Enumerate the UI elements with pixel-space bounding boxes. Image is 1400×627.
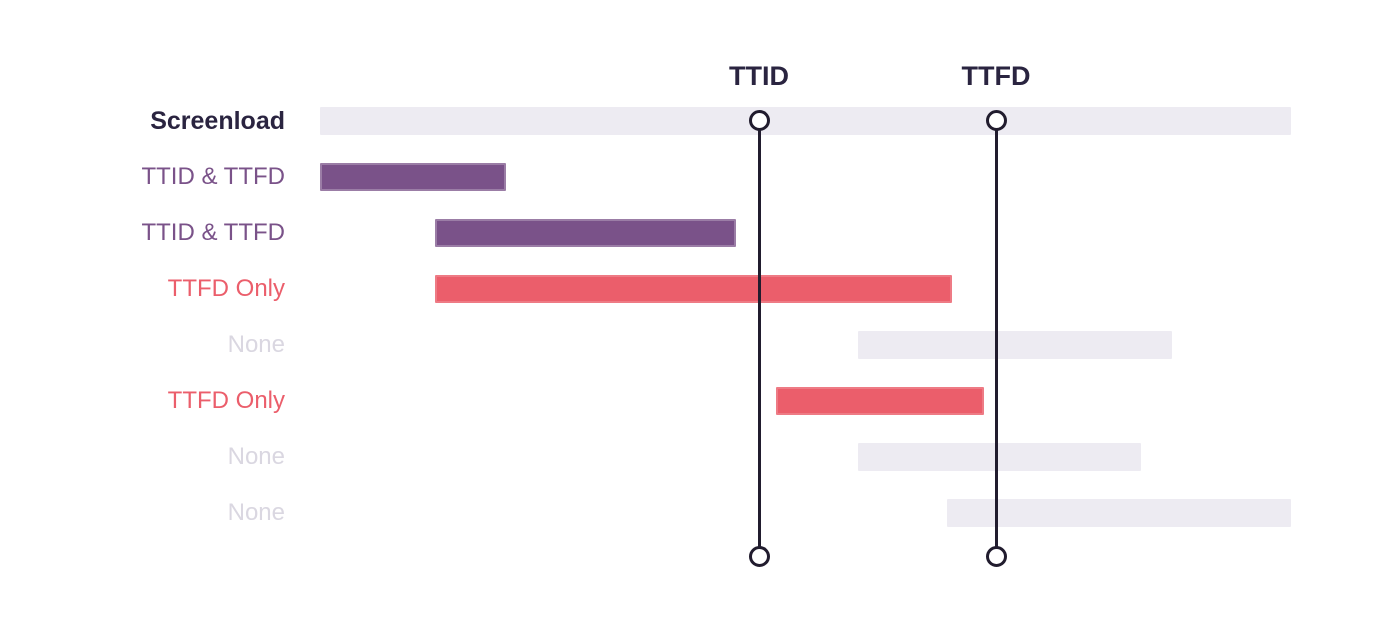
row-bar — [858, 443, 1141, 471]
row-bar — [776, 387, 984, 415]
row-label: None — [227, 499, 285, 526]
row-bar — [320, 163, 506, 191]
ttid-marker-top-circle — [748, 109, 770, 131]
row-label: Screenload — [150, 107, 285, 135]
row-bar — [858, 331, 1172, 359]
ttid-marker-line — [757, 120, 761, 556]
row-label: None — [227, 443, 285, 470]
row-bar — [947, 499, 1291, 527]
ttfd-marker-bottom-circle — [985, 545, 1007, 567]
row-bar — [320, 107, 1291, 135]
ttid-marker-label: TTID — [729, 61, 789, 91]
ttfd-marker-line — [994, 120, 998, 556]
ttid-marker-bottom-circle — [748, 545, 770, 567]
row-label: TTID & TTFD — [141, 219, 285, 246]
row-bar — [435, 275, 952, 303]
row-label: TTFD Only — [167, 387, 285, 414]
ttfd-marker-label: TTFD — [961, 61, 1031, 91]
ttfd-marker-top-circle — [985, 109, 1007, 131]
row-label: None — [227, 331, 285, 358]
row-label: TTFD Only — [167, 275, 285, 302]
row-bar — [435, 219, 736, 247]
row-label: TTID & TTFD — [141, 163, 285, 190]
